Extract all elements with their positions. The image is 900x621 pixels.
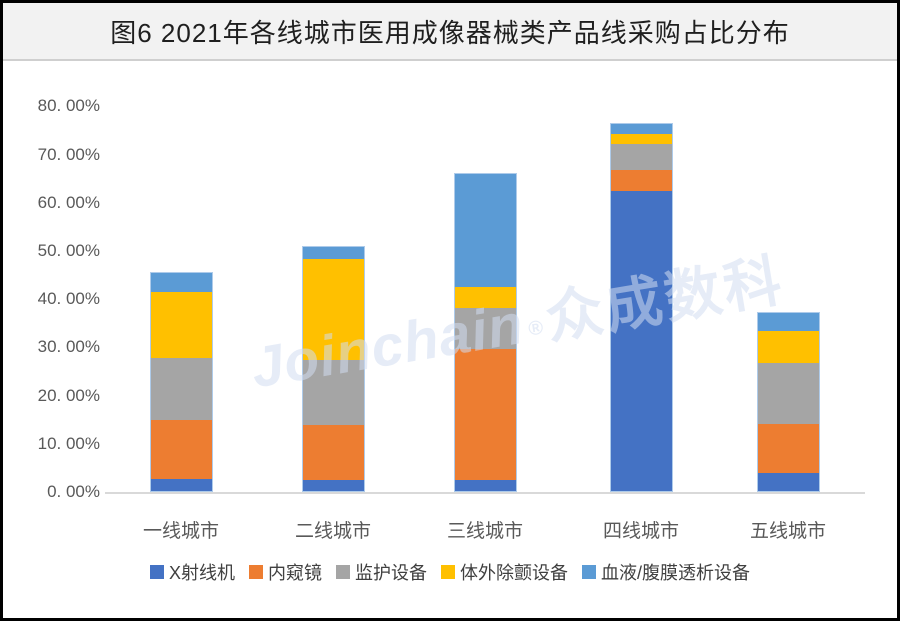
legend-label: X射线机 [168,563,235,583]
y-tick-label: 70. 00% [37,144,100,164]
y-tick-label: 60. 00% [37,192,100,212]
stacked-bar-二线城市 [301,245,365,492]
y-tick-label: 80. 00% [37,96,100,116]
bar-segment-内窥镜 [610,170,672,192]
bar-segment-体外除颤设备 [454,286,516,308]
bar-segment-血液/腹膜透析设备 [454,174,516,287]
bar-segment-血液/腹膜透析设备 [302,246,364,260]
bar-segment-内窥镜 [302,424,364,481]
x-category-label: 二线城市 [294,521,371,542]
legend-item-血液/腹膜透析设备: 血液/腹膜透析设备 [582,559,750,585]
bar-segment-监护设备 [302,359,364,425]
registered-trademark-icon: ® [526,316,546,341]
legend-label: 血液/腹膜透析设备 [601,563,751,583]
y-tick-label: 50. 00% [37,241,100,260]
legend-item-监护设备: 监护设备 [336,559,427,585]
legend-swatch-icon [149,565,164,579]
y-tick-label: 20. 00% [37,385,100,405]
bar-segment-体外除颤设备 [302,259,364,360]
stacked-bar-四线城市 [609,122,673,492]
bar-segment-体外除颤设备 [150,292,212,359]
stacked-bar-chart: 0. 00% 10. 00% 20. 00% 30. 00% 40. 00% 50. 00… [3,61,897,616]
bar-segment-X射线机 [757,473,819,491]
bar-segment-内窥镜 [454,348,516,480]
legend-item-体外除颤设备: 体外除颤设备 [441,559,568,585]
legend-label: 监护设备 [355,563,427,583]
stacked-bar-一线城市 [149,272,213,492]
legend-swatch-icon [582,565,596,579]
y-tick-label: 10. 00% [37,433,100,453]
chart-legend: X射线机 内窥镜 监护设备 体外除颤设备 血液/腹膜透析设备 [3,559,897,585]
bar-segment-监护设备 [150,358,212,420]
x-category-label: 五线城市 [749,521,826,542]
bar-segment-血液/腹膜透析设备 [757,312,819,332]
legend-swatch-icon [441,565,455,579]
bar-segment-体外除颤设备 [757,331,819,363]
legend-label: 体外除颤设备 [460,563,568,583]
legend-item-X射线机: X射线机 [149,559,235,585]
bar-segment-监护设备 [454,307,516,349]
bar-segment-血液/腹膜透析设备 [150,273,212,293]
x-category-label: 三线城市 [446,521,523,542]
bar-segment-X射线机 [610,191,672,491]
y-tick-label: 40. 00% [37,289,100,309]
bar-segment-X射线机 [150,479,212,491]
legend-item-内窥镜: 内窥镜 [249,559,322,585]
x-category-label: 一线城市 [142,521,219,542]
bar-segment-监护设备 [610,143,672,171]
y-tick-label: 30. 00% [37,337,100,357]
bar-segment-血液/腹膜透析设备 [610,123,672,134]
stacked-bar-五线城市 [756,311,820,492]
stacked-bar-三线城市 [453,173,517,492]
figure-title: 图6 2021年各线城市医用成像器械类产品线采购占比分布 [110,17,790,48]
y-tick-label: 0. 00% [47,482,100,501]
bar-segment-内窥镜 [757,423,819,474]
bar-segment-X射线机 [302,480,364,491]
bar-segment-内窥镜 [150,419,212,480]
legend-swatch-icon [336,565,350,579]
x-category-label: 四线城市 [602,521,679,542]
bar-segment-X射线机 [454,479,516,491]
figure-title-bar: 图6 2021年各线城市医用成像器械类产品线采购占比分布 [3,3,897,61]
legend-label: 内窥镜 [268,563,322,583]
bar-segment-体外除颤设备 [610,133,672,144]
bar-segment-监护设备 [757,362,819,424]
legend-swatch-icon [249,565,263,579]
x-axis-line [105,492,865,494]
